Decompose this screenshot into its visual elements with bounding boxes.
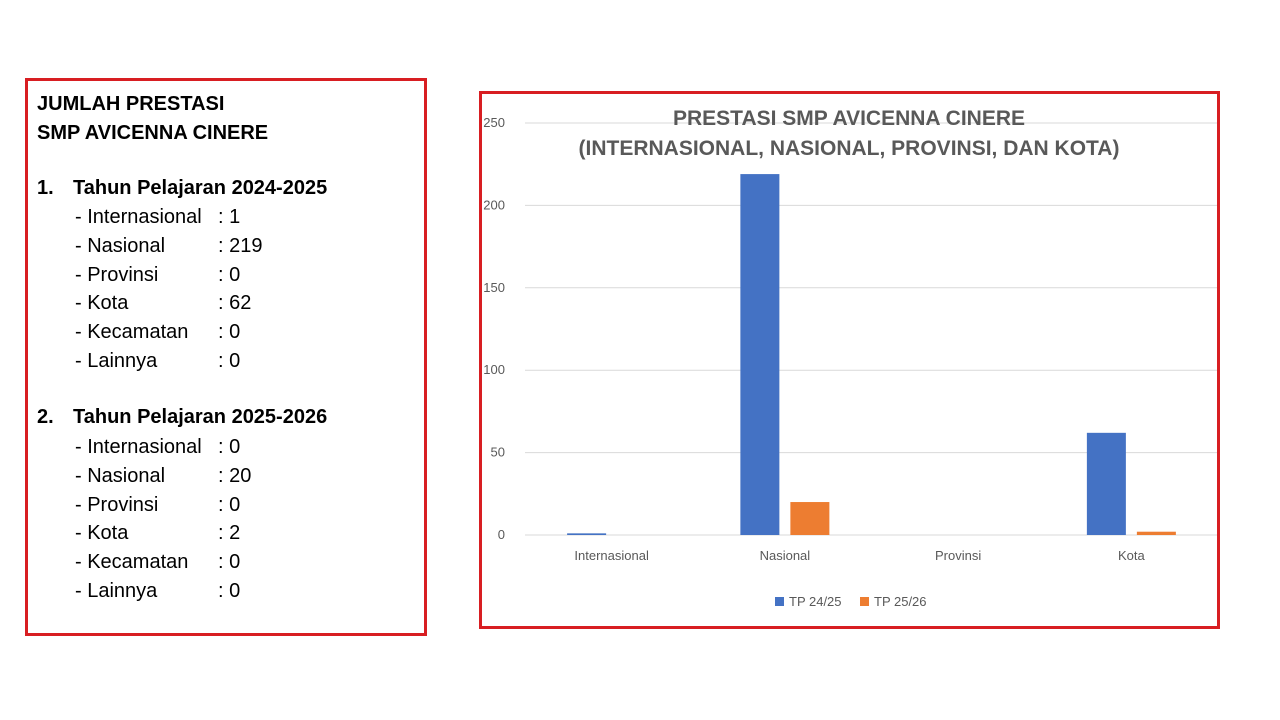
item-label: - Kota	[75, 292, 129, 315]
section-number: 2.	[37, 406, 54, 428]
list-item: - Lainnya : 0	[75, 577, 251, 606]
list-item: - Provinsi : 0	[75, 261, 262, 290]
legend-swatch	[860, 597, 869, 606]
item-value: : 0	[218, 349, 241, 372]
achievement-list-2024-2025: - Internasional : 1 - Nasional : 219 - Pro…	[75, 203, 262, 376]
item-label: - Lainnya	[75, 579, 158, 602]
section-heading-2025-2026: 2. Tahun Pelajaran 2025-2026	[37, 403, 327, 431]
item-label: - Lainnya	[75, 349, 158, 372]
item-label: - Internasional	[75, 436, 202, 458]
bar-chart: 0 50 100 150 200 250 Internasional Nasional Pro…	[483, 107, 1217, 609]
list-item: - Nasional : 20	[75, 462, 251, 491]
section-heading-2024-2025: 1. Tahun Pelajaran 2024-2025	[37, 174, 327, 202]
bars	[567, 174, 1176, 535]
item-value: : 0	[218, 263, 241, 286]
item-label: - Kecamatan	[75, 551, 189, 574]
item-value: : 20	[218, 464, 252, 487]
chart-title-line2: (INTERNASIONAL, NASIONAL, PROVINSI, DAN …	[579, 137, 1120, 160]
x-tick-label: Internasional	[574, 548, 649, 563]
item-value: : 0	[218, 321, 241, 344]
item-value: : 0	[218, 436, 241, 458]
item-value: : 62	[218, 292, 252, 315]
item-label: - Internasional	[75, 206, 202, 228]
y-tick-label: 50	[491, 445, 505, 460]
y-tick-label: 0	[498, 527, 505, 542]
y-axis-ticks: 0 50 100 150 200 250	[483, 115, 505, 542]
y-tick-label: 150	[483, 280, 505, 295]
bar	[790, 502, 830, 535]
list-item: - Lainnya : 0	[75, 347, 262, 376]
list-item: - Nasional : 219	[75, 232, 262, 261]
chart-title-line1: PRESTASI SMP AVICENNA CINERE	[673, 107, 1025, 130]
list-item: - Internasional : 1	[75, 203, 262, 232]
list-item: - Provinsi : 0	[75, 491, 251, 520]
legend-label: TP 25/26	[874, 594, 927, 609]
x-tick-label: Provinsi	[935, 548, 981, 563]
chart-panel: 0 50 100 150 200 250 Internasional Nasional Pro…	[479, 91, 1220, 629]
item-value: : 0	[218, 551, 241, 574]
item-value: : 219	[218, 234, 263, 257]
item-value: : 0	[218, 579, 241, 602]
item-value: : 2	[218, 522, 241, 545]
item-label: - Kota	[75, 522, 129, 545]
summary-title-line2: SMP AVICENNA CINERE	[37, 122, 269, 144]
section-number: 1.	[37, 177, 54, 199]
list-item: - Kecamatan : 0	[75, 548, 251, 577]
section-heading-text: Tahun Pelajaran 2024-2025	[73, 177, 328, 199]
x-tick-label: Nasional	[760, 548, 811, 563]
item-label: - Nasional	[75, 464, 166, 487]
item-label: - Kecamatan	[75, 321, 189, 344]
x-axis-ticks: Internasional Nasional Provinsi Kota	[574, 548, 1145, 563]
achievement-list-2025-2026: - Internasional : 0 - Nasional : 20 - Prov…	[75, 433, 251, 606]
legend-label: TP 24/25	[789, 594, 842, 609]
item-label: - Provinsi	[75, 493, 159, 516]
summary-title: JUMLAH PRESTASI SMP AVICENNA CINERE	[37, 90, 268, 148]
y-tick-label: 200	[483, 197, 505, 212]
summary-panel: JUMLAH PRESTASI SMP AVICENNA CINERE 1. Ta…	[25, 78, 427, 636]
x-tick-label: Kota	[1118, 548, 1146, 563]
bar	[1086, 432, 1126, 535]
list-item: - Kota : 62	[75, 289, 262, 318]
legend: TP 24/25 TP 25/26	[775, 594, 927, 609]
list-item: - Kecamatan : 0	[75, 318, 262, 347]
list-item: - Kota : 2	[75, 519, 251, 548]
bar	[740, 174, 780, 535]
item-label: - Nasional	[75, 234, 166, 257]
section-heading-text: Tahun Pelajaran 2025-2026	[73, 406, 328, 428]
item-value: : 0	[218, 493, 241, 516]
bar	[567, 533, 607, 535]
item-label: - Provinsi	[75, 263, 159, 286]
item-value: : 1	[218, 206, 241, 228]
bar	[1136, 531, 1176, 535]
legend-swatch	[775, 597, 784, 606]
list-item: - Internasional : 0	[75, 433, 251, 462]
y-tick-label: 100	[483, 362, 505, 377]
summary-title-line1: JUMLAH PRESTASI	[37, 93, 225, 115]
y-tick-label: 250	[483, 115, 505, 130]
